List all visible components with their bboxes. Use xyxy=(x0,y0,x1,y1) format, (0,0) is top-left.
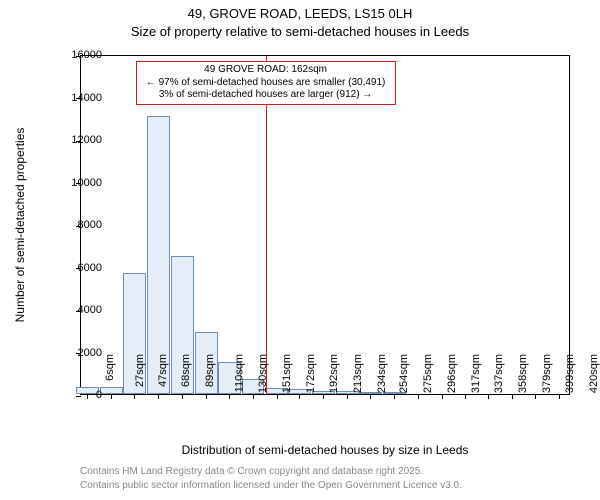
y-tick-label: 10000 xyxy=(71,177,102,189)
x-tick-label: 172sqm xyxy=(305,354,317,393)
y-tick-label: 6000 xyxy=(78,262,102,274)
x-tick xyxy=(559,394,560,399)
x-tick xyxy=(512,394,513,399)
y-tick-label: 12000 xyxy=(71,134,102,146)
callout-line-3: 3% of semi-detached houses are larger (9… xyxy=(143,89,389,102)
x-tick xyxy=(370,394,371,399)
x-tick-label: 275sqm xyxy=(423,354,435,393)
x-tick-label: 89sqm xyxy=(204,354,216,387)
y-axis-label: Number of semi-detached properties xyxy=(13,128,27,323)
y-tick-label: 0 xyxy=(96,389,102,401)
x-tick xyxy=(253,394,254,399)
x-tick-label: 130sqm xyxy=(257,354,269,393)
x-tick-label: 213sqm xyxy=(352,354,364,393)
callout-line-2: ← 97% of semi-detached houses are smalle… xyxy=(143,77,389,90)
x-tick xyxy=(229,394,230,399)
x-tick xyxy=(535,394,536,399)
x-tick xyxy=(394,394,395,399)
x-tick-label: 110sqm xyxy=(234,354,246,392)
plot-area: 49 GROVE ROAD: 162sqm ← 97% of semi-deta… xyxy=(80,55,570,395)
histogram-bar xyxy=(147,116,170,394)
x-tick-label: 27sqm xyxy=(134,354,146,387)
x-tick-label: 234sqm xyxy=(376,354,388,393)
x-tick xyxy=(206,394,207,399)
y-tick xyxy=(76,396,81,397)
x-tick xyxy=(111,394,112,399)
x-tick xyxy=(488,394,489,399)
x-tick xyxy=(134,394,135,399)
marker-line xyxy=(266,56,267,394)
x-tick-label: 192sqm xyxy=(328,354,340,393)
x-tick-label: 296sqm xyxy=(446,354,458,393)
x-tick xyxy=(277,394,278,399)
x-tick-label: 151sqm xyxy=(281,354,293,393)
x-axis-label: Distribution of semi-detached houses by … xyxy=(80,443,570,457)
title-line-1: 49, GROVE ROAD, LEEDS, LS15 0LH xyxy=(0,6,600,21)
footer-line-2: Contains public sector information licen… xyxy=(80,480,462,491)
x-tick xyxy=(182,394,183,399)
x-tick-label: 337sqm xyxy=(493,354,505,393)
x-tick xyxy=(87,394,88,399)
x-tick-label: 420sqm xyxy=(588,354,600,393)
y-tick-label: 14000 xyxy=(71,92,102,104)
x-tick-label: 47sqm xyxy=(157,354,169,387)
x-tick xyxy=(442,394,443,399)
y-tick-label: 16000 xyxy=(71,49,102,61)
x-tick xyxy=(299,394,300,399)
x-tick-label: 358sqm xyxy=(517,354,529,393)
histogram-bar xyxy=(100,387,123,394)
x-tick xyxy=(323,394,324,399)
x-tick-label: 317sqm xyxy=(470,354,482,393)
chart-container: 49, GROVE ROAD, LEEDS, LS15 0LH Size of … xyxy=(0,0,600,500)
x-tick-label: 399sqm xyxy=(564,354,576,393)
x-tick-label: 68sqm xyxy=(181,354,193,387)
title-line-2: Size of property relative to semi-detach… xyxy=(0,24,600,39)
callout-line-1: 49 GROVE ROAD: 162sqm xyxy=(143,64,389,77)
x-tick xyxy=(158,394,159,399)
marker-callout: 49 GROVE ROAD: 162sqm ← 97% of semi-deta… xyxy=(136,61,396,105)
footer-line-1: Contains HM Land Registry data © Crown c… xyxy=(80,466,423,477)
y-tick-label: 4000 xyxy=(78,304,102,316)
x-tick xyxy=(347,394,348,399)
y-tick-label: 8000 xyxy=(78,219,102,231)
x-tick xyxy=(465,394,466,399)
x-tick-label: 379sqm xyxy=(541,354,553,393)
x-tick-label: 6sqm xyxy=(104,354,116,381)
y-tick-label: 2000 xyxy=(78,347,102,359)
x-tick-label: 254sqm xyxy=(399,354,411,393)
x-tick xyxy=(418,394,419,399)
